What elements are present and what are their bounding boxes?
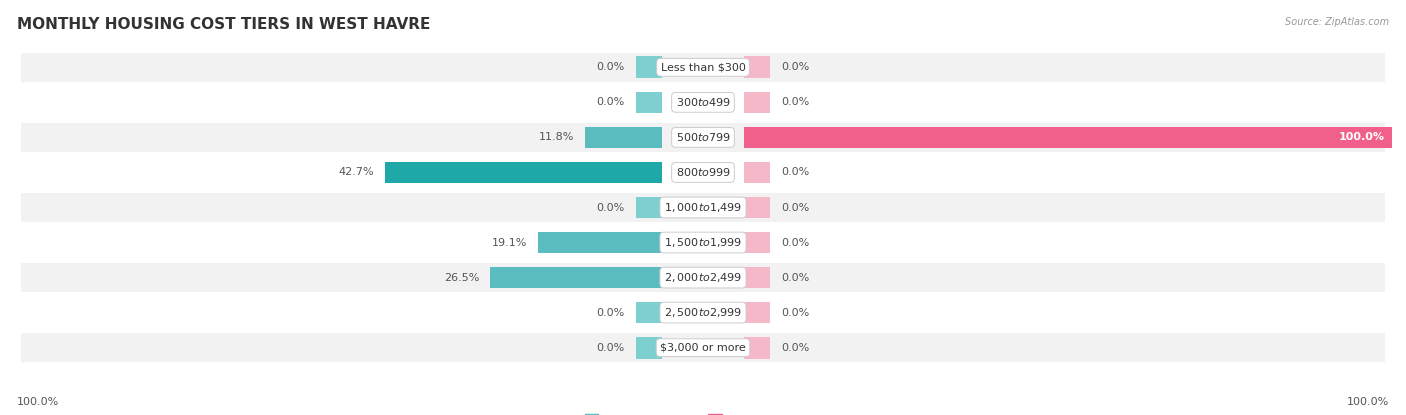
Text: 0.0%: 0.0%: [596, 98, 624, 107]
Text: $2,000 to $2,499: $2,000 to $2,499: [664, 271, 742, 284]
Text: $2,500 to $2,999: $2,500 to $2,999: [664, 306, 742, 319]
Text: 19.1%: 19.1%: [492, 237, 527, 247]
Bar: [636, 197, 662, 218]
Bar: [744, 232, 770, 254]
Bar: [585, 127, 662, 148]
Bar: [744, 267, 770, 288]
Text: 0.0%: 0.0%: [596, 62, 624, 72]
Text: 0.0%: 0.0%: [782, 237, 810, 247]
Text: $1,500 to $1,999: $1,500 to $1,999: [664, 236, 742, 249]
Bar: [21, 228, 1385, 257]
Bar: [744, 302, 770, 324]
Bar: [744, 161, 770, 183]
Text: $300 to $499: $300 to $499: [675, 96, 731, 108]
Text: 100.0%: 100.0%: [1339, 132, 1385, 142]
Bar: [21, 298, 1385, 327]
Bar: [744, 91, 770, 113]
Bar: [21, 263, 1385, 292]
Bar: [21, 158, 1385, 187]
Text: 42.7%: 42.7%: [339, 168, 374, 178]
Text: $3,000 or more: $3,000 or more: [661, 343, 745, 353]
Text: 0.0%: 0.0%: [596, 308, 624, 317]
Bar: [636, 91, 662, 113]
Bar: [21, 53, 1385, 82]
Bar: [636, 56, 662, 78]
Text: 0.0%: 0.0%: [596, 343, 624, 353]
Bar: [21, 333, 1385, 362]
Bar: [491, 267, 662, 288]
Text: $500 to $799: $500 to $799: [675, 132, 731, 144]
Bar: [744, 56, 770, 78]
Text: Less than $300: Less than $300: [661, 62, 745, 72]
Bar: [636, 302, 662, 324]
Bar: [636, 337, 662, 359]
Text: 0.0%: 0.0%: [782, 98, 810, 107]
Bar: [21, 88, 1385, 117]
Text: Source: ZipAtlas.com: Source: ZipAtlas.com: [1285, 17, 1389, 27]
Bar: [385, 161, 662, 183]
Bar: [21, 123, 1385, 152]
Legend: Owner-occupied, Renter-occupied: Owner-occupied, Renter-occupied: [581, 410, 825, 415]
Bar: [21, 193, 1385, 222]
Text: 0.0%: 0.0%: [782, 343, 810, 353]
Text: 26.5%: 26.5%: [444, 273, 479, 283]
Text: 100.0%: 100.0%: [1347, 397, 1389, 407]
Bar: [744, 197, 770, 218]
Text: 0.0%: 0.0%: [782, 273, 810, 283]
Bar: [744, 127, 1392, 148]
Text: 11.8%: 11.8%: [538, 132, 574, 142]
Text: 0.0%: 0.0%: [782, 203, 810, 212]
Text: 0.0%: 0.0%: [782, 168, 810, 178]
Bar: [538, 232, 662, 254]
Text: $800 to $999: $800 to $999: [675, 166, 731, 178]
Text: 0.0%: 0.0%: [782, 62, 810, 72]
Bar: [744, 337, 770, 359]
Text: 100.0%: 100.0%: [17, 397, 59, 407]
Text: 0.0%: 0.0%: [596, 203, 624, 212]
Text: $1,000 to $1,499: $1,000 to $1,499: [664, 201, 742, 214]
Text: 0.0%: 0.0%: [782, 308, 810, 317]
Text: MONTHLY HOUSING COST TIERS IN WEST HAVRE: MONTHLY HOUSING COST TIERS IN WEST HAVRE: [17, 17, 430, 32]
